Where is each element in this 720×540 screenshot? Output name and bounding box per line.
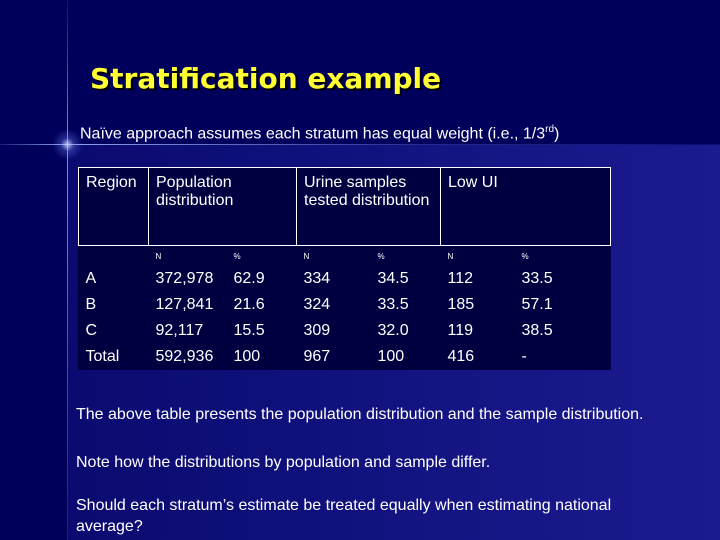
table-cell: 324 xyxy=(303,296,331,313)
table-cell: 372,978 xyxy=(155,270,214,287)
table-cell: Total xyxy=(85,348,120,365)
subheader-cell: N xyxy=(303,251,310,261)
header-cell: Region xyxy=(78,167,149,246)
table-cell: 119 xyxy=(447,322,474,339)
table-cell: 34.5 xyxy=(377,270,409,287)
intro-superscript: rd xyxy=(545,124,555,135)
subheader-cell: N xyxy=(155,251,162,261)
header-cell: Urine samples tested distribution xyxy=(296,167,441,246)
table-cell: 33.5 xyxy=(377,296,409,313)
table-cell: 309 xyxy=(303,322,331,339)
table-cell: 334 xyxy=(303,270,331,287)
table-row: B 127,841 21.6 324 33.5 185 57.1 xyxy=(79,292,611,318)
paragraph: Should each stratum’s estimate be treate… xyxy=(76,497,612,535)
header-cell: Low UI xyxy=(440,167,611,246)
table-cell: A xyxy=(85,270,97,287)
table-cell: 92,117 xyxy=(155,322,204,339)
table-cell: 38.5 xyxy=(521,322,553,339)
table-cell: 100 xyxy=(233,348,261,365)
blank-cell xyxy=(79,246,149,267)
paragraph: The above table presents the population … xyxy=(76,406,644,423)
table-cell: 15.5 xyxy=(233,322,265,339)
table-cell: 127,841 xyxy=(155,296,214,313)
table-cell: B xyxy=(85,296,97,313)
table-cell: 57.1 xyxy=(521,296,553,313)
table-cell: 21.6 xyxy=(233,296,265,313)
decor-line xyxy=(0,144,720,145)
table-row: A 372,978 62.9 334 34.5 112 33.5 xyxy=(79,266,611,292)
table-cell: 62.9 xyxy=(233,270,265,287)
header-cell: Population distribution xyxy=(148,167,297,246)
table-cell: 967 xyxy=(303,348,331,365)
table-cell: 100 xyxy=(377,348,405,365)
table-cell: 112 xyxy=(447,270,474,287)
subheader-cell: % xyxy=(521,251,529,261)
table-cell: 416 xyxy=(447,348,475,365)
paragraph: Note how the distributions by population… xyxy=(76,454,491,471)
subheader-row: N % N % N % xyxy=(79,246,611,267)
intro-closing: ) xyxy=(554,125,560,143)
table-cell: C xyxy=(85,322,98,339)
title: Stratification example xyxy=(90,62,442,95)
decor-glow xyxy=(52,129,83,160)
subheader-cell: N xyxy=(447,251,454,261)
table-cell: 32.0 xyxy=(377,322,409,339)
header-row: Region Population distribution Urine sam… xyxy=(78,167,611,246)
table-cell: - xyxy=(521,348,527,365)
intro: Naïve approach assumes each stratum has … xyxy=(80,124,559,143)
decor-line xyxy=(67,0,68,540)
subheader-cell: % xyxy=(377,251,385,261)
data-table: Region Population distribution Urine sam… xyxy=(78,167,611,370)
subheader-cell: % xyxy=(233,251,241,261)
table-cell: 33.5 xyxy=(521,270,553,287)
table-cell: 185 xyxy=(447,296,475,313)
intro-text: Naïve approach assumes each stratum has … xyxy=(80,125,546,143)
table-row: C 92,117 15.5 309 32.0 119 38.5 xyxy=(79,318,611,344)
table-row: Total 592,936 100 967 100 416 - xyxy=(79,344,611,370)
table-cell: 592,936 xyxy=(155,348,214,365)
